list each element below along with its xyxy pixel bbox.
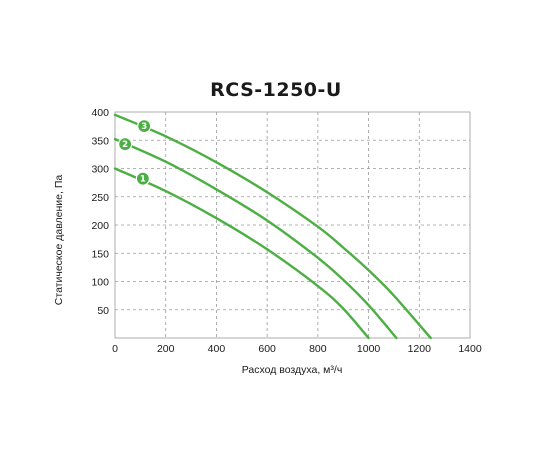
series-badge-circle	[137, 119, 152, 134]
chart-title: RCS-1250-U	[210, 79, 342, 101]
series-labels: 1 2 3	[118, 119, 152, 186]
y-axis-label: Статическое давление, Па	[53, 175, 65, 306]
y-tick-label: 350	[91, 135, 109, 147]
y-axis-ticks: 50 100 150 200 250 300 350 400	[91, 107, 109, 317]
y-tick-label: 400	[91, 107, 109, 119]
series-badge-circle	[118, 137, 133, 152]
grid	[115, 112, 470, 338]
y-tick-label: 250	[91, 192, 109, 204]
y-tick-label: 50	[97, 305, 109, 317]
series-line-1	[113, 167, 370, 340]
y-tick-label: 200	[91, 220, 109, 232]
x-tick-label: 1200	[408, 343, 432, 355]
x-axis-label: Расход воздуха, м³/ч	[242, 364, 343, 376]
series-badge-label: 3	[141, 122, 147, 132]
series-line-3	[113, 113, 432, 340]
x-tick-label: 1000	[357, 343, 381, 355]
series-badge-1: 1	[135, 171, 150, 186]
series-badge-label: 1	[140, 175, 146, 185]
x-tick-label: 200	[157, 343, 175, 355]
x-tick-label: 600	[258, 343, 276, 355]
x-tick-label: 0	[112, 343, 118, 355]
y-tick-label: 300	[91, 164, 109, 176]
y-tick-label: 150	[91, 248, 109, 260]
plot-frame	[114, 111, 471, 339]
x-tick-label: 1400	[458, 343, 482, 355]
series-badge-3: 3	[137, 119, 152, 134]
x-tick-label: 800	[309, 343, 327, 355]
series-badge-2: 2	[118, 137, 133, 152]
series-badge-circle	[135, 171, 150, 186]
series-badge-label: 2	[122, 140, 128, 150]
series-line-2	[113, 137, 398, 340]
x-tick-label: 400	[208, 343, 226, 355]
x-axis-ticks: 0 200 400 600 800 1000 1200 1400	[112, 343, 482, 355]
y-tick-label: 100	[91, 277, 109, 289]
series-group	[113, 113, 432, 340]
